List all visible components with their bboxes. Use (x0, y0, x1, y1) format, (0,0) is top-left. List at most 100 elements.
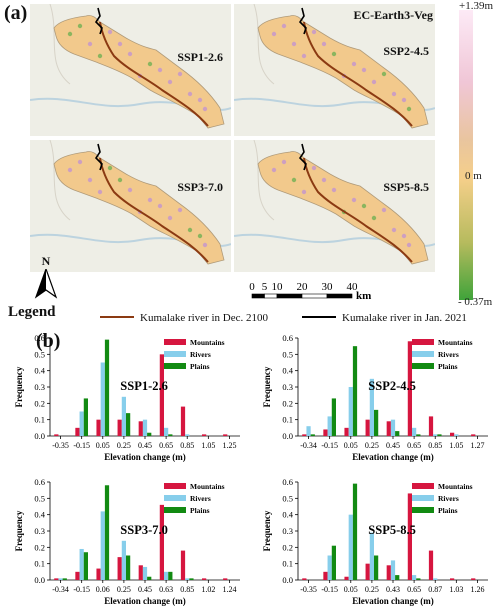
x-tick-label: 0.25 (117, 585, 131, 594)
map-ssp2-45: EC-Earth3-Veg SSP2-4.5 (234, 4, 435, 136)
scale-unit-label: km (356, 290, 371, 302)
elevation-speckle (331, 51, 337, 57)
x-tick-label: 0.85 (180, 585, 194, 594)
x-tick-label: -0.34 (300, 441, 317, 450)
elevation-speckle (157, 67, 163, 73)
y-tick-label: 0.1 (34, 559, 45, 569)
legend-label-mountains: Mountains (190, 338, 225, 347)
x-tick-label: 1.26 (470, 585, 484, 594)
bar-mountains-7 (202, 434, 207, 436)
y-tick-label: 0.0 (282, 431, 293, 441)
x-tick-label: 1.05 (449, 441, 463, 450)
colorbar (459, 10, 473, 300)
elevation-speckle (321, 177, 327, 183)
elevation-speckle (271, 31, 277, 37)
map-scenario-label: SSP2-4.5 (383, 44, 429, 58)
x-tick-label: 0.45 (386, 441, 400, 450)
x-tick-label: 1.27 (470, 441, 484, 450)
chart-ssp2-45: 0.0 0.1 0.2 0.3 0.4 0.5 0.6 Frequency -0.34 -0.15… (248, 324, 498, 467)
bar-plains-4 (395, 431, 400, 436)
y-tick-label: 0.5 (282, 349, 293, 359)
map-scenario-label: SSP5-8.5 (383, 180, 429, 194)
legend-swatch-rivers (164, 495, 186, 501)
map-ssp1-26-drawing (30, 4, 231, 136)
y-tick-label: 0.6 (282, 333, 293, 343)
colorbar-max-label: +1.39m (459, 0, 494, 12)
x-tick-label: 0.25 (117, 441, 131, 450)
legend-label-plains: Plains (190, 506, 210, 515)
elevation-speckle (177, 71, 183, 77)
panel-b-label: (b) (36, 330, 61, 352)
scale-bar: 0 5 10 20 30 40 km (246, 280, 376, 302)
y-tick-label: 0.2 (34, 542, 45, 552)
y-tick-label: 0.2 (282, 542, 293, 552)
bar-rivers-5 (164, 571, 169, 580)
legend-swatch-black (302, 316, 336, 319)
river-dec-2100 (303, 21, 413, 127)
y-tick-label: 0.1 (282, 559, 293, 569)
bar-mountains-7 (450, 432, 455, 436)
bar-mountains-2 (96, 419, 101, 436)
bar-rivers-4 (142, 419, 148, 436)
y-tick-label: 0.2 (34, 398, 45, 408)
bar-mountains-6 (428, 550, 434, 580)
elevation-speckle (351, 197, 357, 203)
catchment-area (257, 151, 429, 265)
legend-label-plains: Plains (438, 362, 458, 371)
basemap-road (49, 4, 71, 85)
bar-plains-5 (168, 571, 173, 580)
bar-rivers-2 (100, 362, 105, 436)
elevation-speckle (187, 91, 193, 97)
bar-mountains-6 (180, 550, 186, 580)
elevation-speckle (202, 106, 208, 112)
legend-swatch-mountains (412, 339, 434, 345)
legend-swatch-plains (412, 507, 434, 513)
bar-mountains-2 (96, 568, 101, 580)
y-axis-title: Frequency (262, 510, 272, 551)
x-tick-label: 0.05 (96, 441, 110, 450)
bar-plains-5 (416, 434, 421, 436)
y-tick-label: 0.5 (34, 349, 45, 359)
elevation-speckle (97, 189, 103, 195)
y-tick-label: 0.2 (282, 398, 293, 408)
scale-tick-label: 10 (272, 281, 284, 293)
elevation-speckle (291, 177, 297, 183)
bar-rivers-0 (58, 578, 63, 580)
legend-swatch-brown (100, 316, 134, 319)
bar-plains-4 (147, 432, 152, 436)
panel-a-label: (a) (4, 2, 28, 24)
chart-scenario-title: SSP2-4.5 (368, 379, 416, 393)
elevation-speckle (391, 91, 397, 97)
bar-rivers-3 (369, 532, 374, 580)
legend-label-rivers: Rivers (438, 494, 459, 503)
bar-rivers-7 (454, 434, 459, 436)
y-tick-label: 0.1 (282, 415, 293, 425)
elevation-speckle (351, 61, 357, 67)
bar-rivers-2 (348, 387, 353, 436)
colorbar-mid-label: 0 m (465, 170, 482, 182)
y-tick-label: 0.3 (34, 526, 45, 536)
bar-mountains-7 (202, 578, 207, 580)
bar-rivers-6 (185, 578, 190, 580)
elevation-speckle (97, 53, 103, 59)
bar-rivers-2 (348, 514, 353, 580)
legend-swatch-mountains (164, 483, 186, 489)
legend-label-rivers: Rivers (438, 350, 459, 359)
chart-scenario-title: SSP5-8.5 (368, 523, 416, 537)
legend-label-rivers: Rivers (190, 494, 211, 503)
chart-ssp5-85: 0.0 0.1 0.2 0.3 0.4 0.5 0.6 Frequency -0.35 -0.15… (248, 468, 498, 611)
y-tick-label: 0.3 (34, 382, 45, 392)
bar-mountains-2 (344, 576, 349, 580)
y-tick-label: 0.3 (282, 526, 293, 536)
map-ssp3-70-drawing (30, 140, 231, 272)
bar-rivers-1 (79, 411, 84, 436)
north-label: N (41, 254, 51, 268)
x-tick-label: 1.02 (201, 585, 215, 594)
elevation-speckle (177, 207, 183, 213)
scale-bar-segment (264, 293, 278, 299)
x-tick-label: -0.15 (321, 585, 338, 594)
elevation-speckle (147, 197, 153, 203)
bar-plains-1 (331, 545, 336, 580)
elevation-speckle (406, 106, 412, 112)
model-label: EC-Earth3-Veg (353, 8, 433, 22)
